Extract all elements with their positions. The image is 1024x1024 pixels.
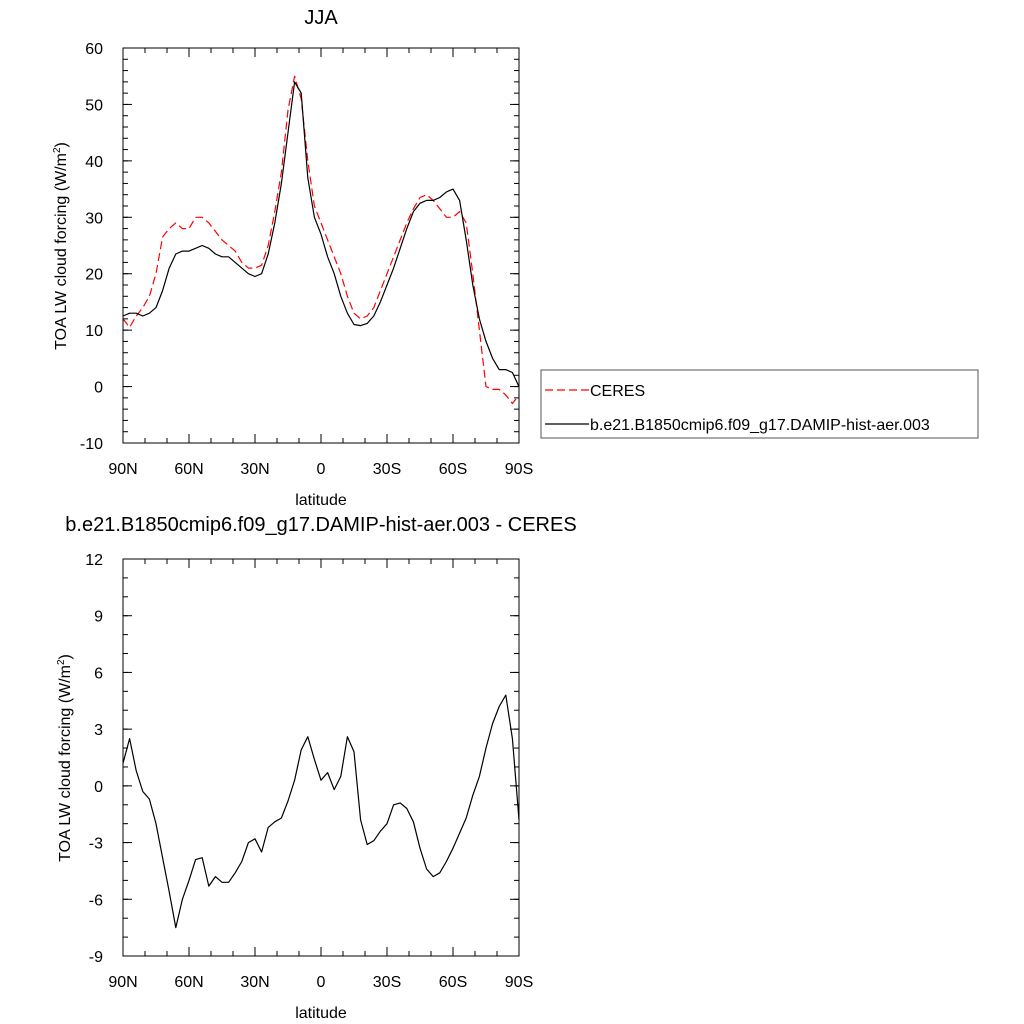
bottom-chart: b.e21.B1850cmip6.f09_g17.DAMIP-hist-aer.…: [56, 514, 577, 1022]
top-x-tick-label: 60S: [439, 461, 467, 478]
bottom-y-tick-label: 12: [85, 552, 103, 569]
top-x-tick-label: 90N: [108, 461, 137, 478]
bottom-series-line-model: [122, 694, 520, 929]
top-plot-frame: [122, 47, 520, 444]
bottom-y-tick-label: -9: [89, 949, 103, 966]
bottom-plot-area: 90N 60N 30N 0 30S 60S 90S -9 -6 -3 0 3 6 9 12: [85, 552, 533, 991]
bottom-x-tick-label: 60N: [174, 974, 203, 991]
bottom-y-tick-label: 0: [94, 779, 103, 796]
top-y-axis-label: TOA LW cloud forcing (W/m2): [52, 142, 70, 350]
bottom-chart-title: b.e21.B1850cmip6.f09_g17.DAMIP-hist-aer.…: [65, 514, 576, 536]
bottom-y-tick-label: 3: [94, 722, 103, 739]
bottom-y-tick-label: -6: [89, 892, 103, 909]
legend-label-model: b.e21.B1850cmip6.f09_g17.DAMIP-hist-aer.…: [590, 417, 930, 434]
top-y-tick-label: 30: [85, 210, 103, 227]
bottom-y-tick-label: -3: [89, 836, 103, 853]
bottom-x-tick-label: 90S: [505, 974, 533, 991]
bottom-x-tick-label: 90N: [108, 974, 137, 991]
top-y-tick-label: 20: [85, 267, 103, 284]
top-x-tick-label: 60N: [174, 461, 203, 478]
top-y-tick-label: 40: [85, 154, 103, 171]
bottom-y-axis-label-close: ): [57, 654, 74, 659]
top-y-tick-label: 0: [94, 380, 103, 397]
top-y-tick-label: 50: [85, 97, 103, 114]
legend-label-ceres: CERES: [590, 383, 645, 400]
top-x-tick-label: 30S: [373, 461, 401, 478]
top-y-tick-label: 60: [85, 41, 103, 58]
bottom-y-tick-label: 6: [94, 665, 103, 682]
top-x-tick-label: 0: [317, 461, 326, 478]
top-x-axis-label: latitude: [295, 492, 347, 509]
top-chart: JJA 90N 60N 30N 0 30S 60S 90S-100102030405060 …: [52, 7, 979, 509]
bottom-y-axis-label: TOA LW cloud forcing (W/m2): [56, 654, 74, 862]
bottom-plot-frame: [122, 558, 520, 957]
bottom-y-axis-label-main: TOA LW cloud forcing (W/m: [57, 665, 74, 862]
legend: CERES b.e21.B1850cmip6.f09_g17.DAMIP-his…: [540, 369, 979, 439]
top-x-tick-label: 90S: [505, 461, 533, 478]
bottom-x-tick-label: 60S: [439, 974, 467, 991]
bottom-y-axis-label-sup: 2: [56, 659, 67, 665]
top-series-line-ceres: [122, 75, 520, 405]
top-chart-title: JJA: [304, 7, 338, 29]
bottom-y-tick-label: 9: [94, 609, 103, 626]
legend-box: [540, 369, 979, 439]
bottom-x-tick-label: 0: [317, 974, 326, 991]
top-y-tick-label: 10: [85, 323, 103, 340]
top-plot-area: 90N 60N 30N 0 30S 60S 90S -10 0 10 20 30 40 50 60: [80, 41, 533, 478]
top-y-axis-label-close: ): [53, 142, 70, 147]
top-series-line-model: [122, 81, 520, 387]
bottom-x-axis-label: latitude: [295, 1005, 347, 1022]
bottom-x-tick-label: 30N: [240, 974, 269, 991]
bottom-x-tick-label: 30S: [373, 974, 401, 991]
top-y-axis-label-sup: 2: [52, 147, 63, 153]
top-x-tick-label: 30N: [240, 461, 269, 478]
top-y-axis-label-main: TOA LW cloud forcing (W/m: [53, 153, 70, 350]
top-y-tick-label: -10: [80, 436, 103, 453]
